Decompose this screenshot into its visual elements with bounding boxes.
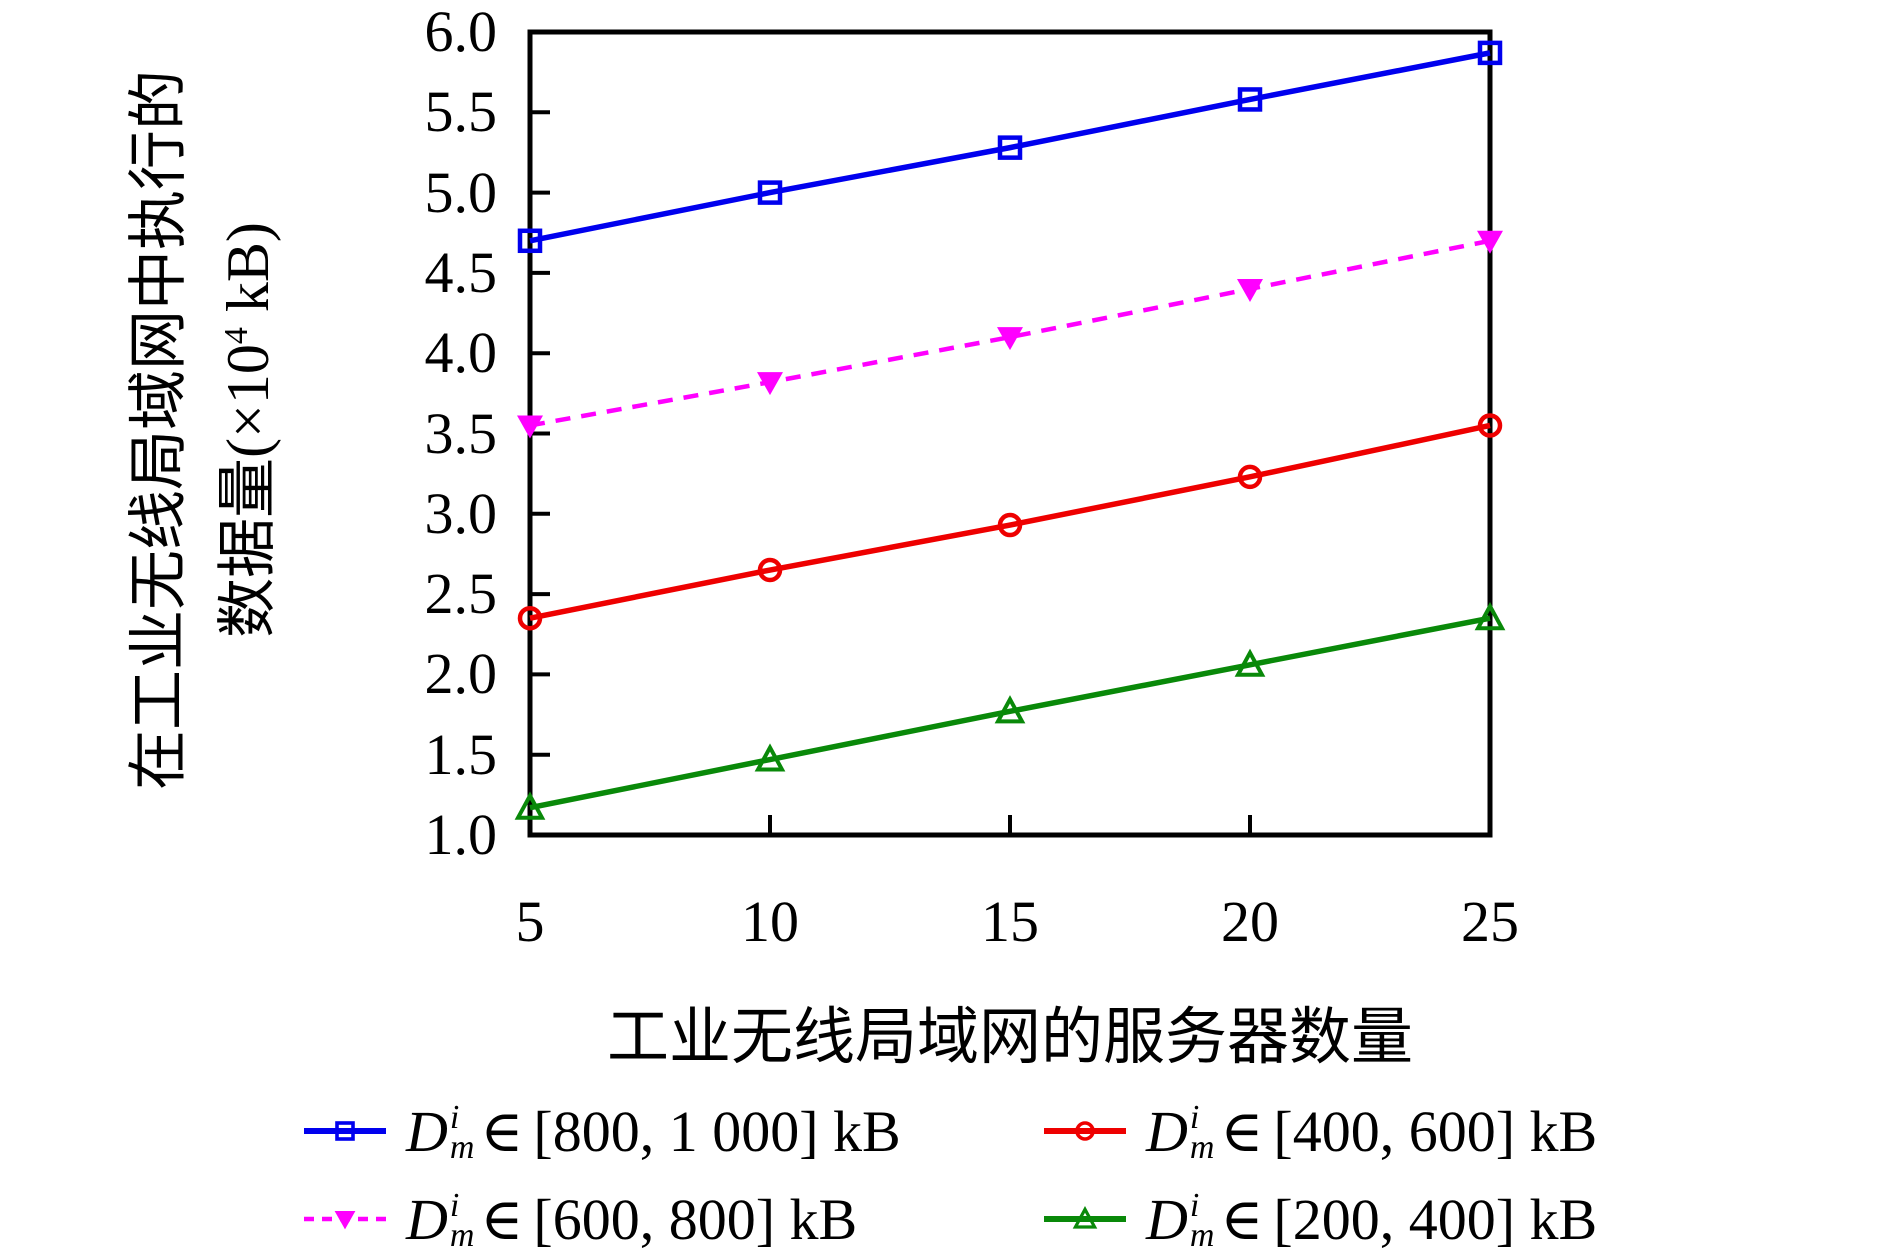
- data-point-triangle-up-open: [1474, 602, 1506, 631]
- y-axis-label: 在工业无线局域网中执行的 数据量(×104 kB): [120, 0, 281, 880]
- y-tick-label: 1.0: [424, 802, 498, 867]
- data-point-circle-open: [1237, 464, 1263, 490]
- series-0: [517, 40, 1503, 254]
- data-point-square-open: [997, 135, 1023, 160]
- data-point-square-open: [335, 1121, 355, 1141]
- series-2: [517, 413, 1503, 631]
- series-3: [514, 602, 1506, 820]
- x-tick-label: 10: [741, 889, 799, 954]
- series-1: [517, 230, 1503, 439]
- x-tick-label: 25: [1461, 889, 1519, 954]
- legend-marker: [1072, 1206, 1098, 1229]
- y-tick-label: 6.0: [424, 0, 498, 64]
- data-point-circle-open: [997, 512, 1023, 538]
- y-tick-label: 3.5: [424, 400, 498, 466]
- legend-marker: [1075, 1121, 1095, 1141]
- y-axis-label-exponent: 4: [218, 327, 255, 345]
- y-tick-label: 1.5: [424, 721, 498, 787]
- data-point-triangle-up-open: [1234, 648, 1266, 677]
- data-point-triangle-up-open: [514, 791, 546, 820]
- legend-sample-square-icon: [304, 1121, 386, 1141]
- y-tick-label: 4.0: [424, 320, 498, 386]
- data-point-triangle-up-open: [1072, 1206, 1098, 1229]
- y-tick-label: 3.0: [424, 480, 498, 546]
- data-point-triangle-down-filled: [1477, 230, 1503, 254]
- data-point-triangle-down-filled: [997, 327, 1023, 351]
- data-point-triangle-down-filled: [517, 415, 543, 439]
- data-point-square-open: [1237, 87, 1263, 112]
- data-point-circle-open: [757, 557, 783, 583]
- data-point-triangle-down-filled: [1237, 278, 1263, 302]
- x-tick-label: 20: [1221, 889, 1279, 954]
- data-point-square-open: [757, 180, 783, 205]
- y-tick-label: 5.0: [424, 159, 498, 225]
- data-point-square-open: [1477, 40, 1503, 66]
- x-tick-label: 5: [515, 889, 545, 954]
- legend-sample-circle-icon: [1044, 1121, 1126, 1141]
- data-point-circle-open: [1075, 1121, 1095, 1141]
- data-point-circle-open: [1477, 413, 1503, 438]
- legend-marker: [334, 1211, 356, 1230]
- series-line: [529, 615, 1491, 811]
- plot-border: [527, 29, 1493, 838]
- x-axis-label: 工业无线局域网的服务器数量: [606, 1004, 1413, 1072]
- series-line: [529, 238, 1491, 428]
- y-tick-label: 2.0: [424, 641, 498, 707]
- legend-sample-triangle-up-icon: [1044, 1206, 1126, 1229]
- y-tick-label: 4.5: [424, 239, 498, 305]
- data-point-circle-open: [517, 605, 543, 631]
- series-line: [529, 422, 1491, 621]
- data-point-square-open: [517, 228, 543, 254]
- x-tick-label: 15: [981, 889, 1039, 954]
- legend-marker: [335, 1121, 355, 1141]
- y-tick-label: 5.5: [424, 79, 498, 145]
- legend-sample-triangle-down-icon: [304, 1211, 386, 1230]
- series-line: [529, 50, 1491, 244]
- data-point-triangle-down-filled: [757, 372, 783, 396]
- data-point-triangle-up-open: [754, 743, 786, 772]
- data-point-triangle-down-filled: [334, 1211, 356, 1230]
- y-axis-label-line2: 数据量(×104 kB): [215, 222, 281, 638]
- y-axis-label-line1: 在工业无线局域网中执行的: [126, 70, 192, 790]
- data-point-triangle-up-open: [994, 695, 1026, 724]
- y-tick-label: 2.5: [424, 561, 498, 627]
